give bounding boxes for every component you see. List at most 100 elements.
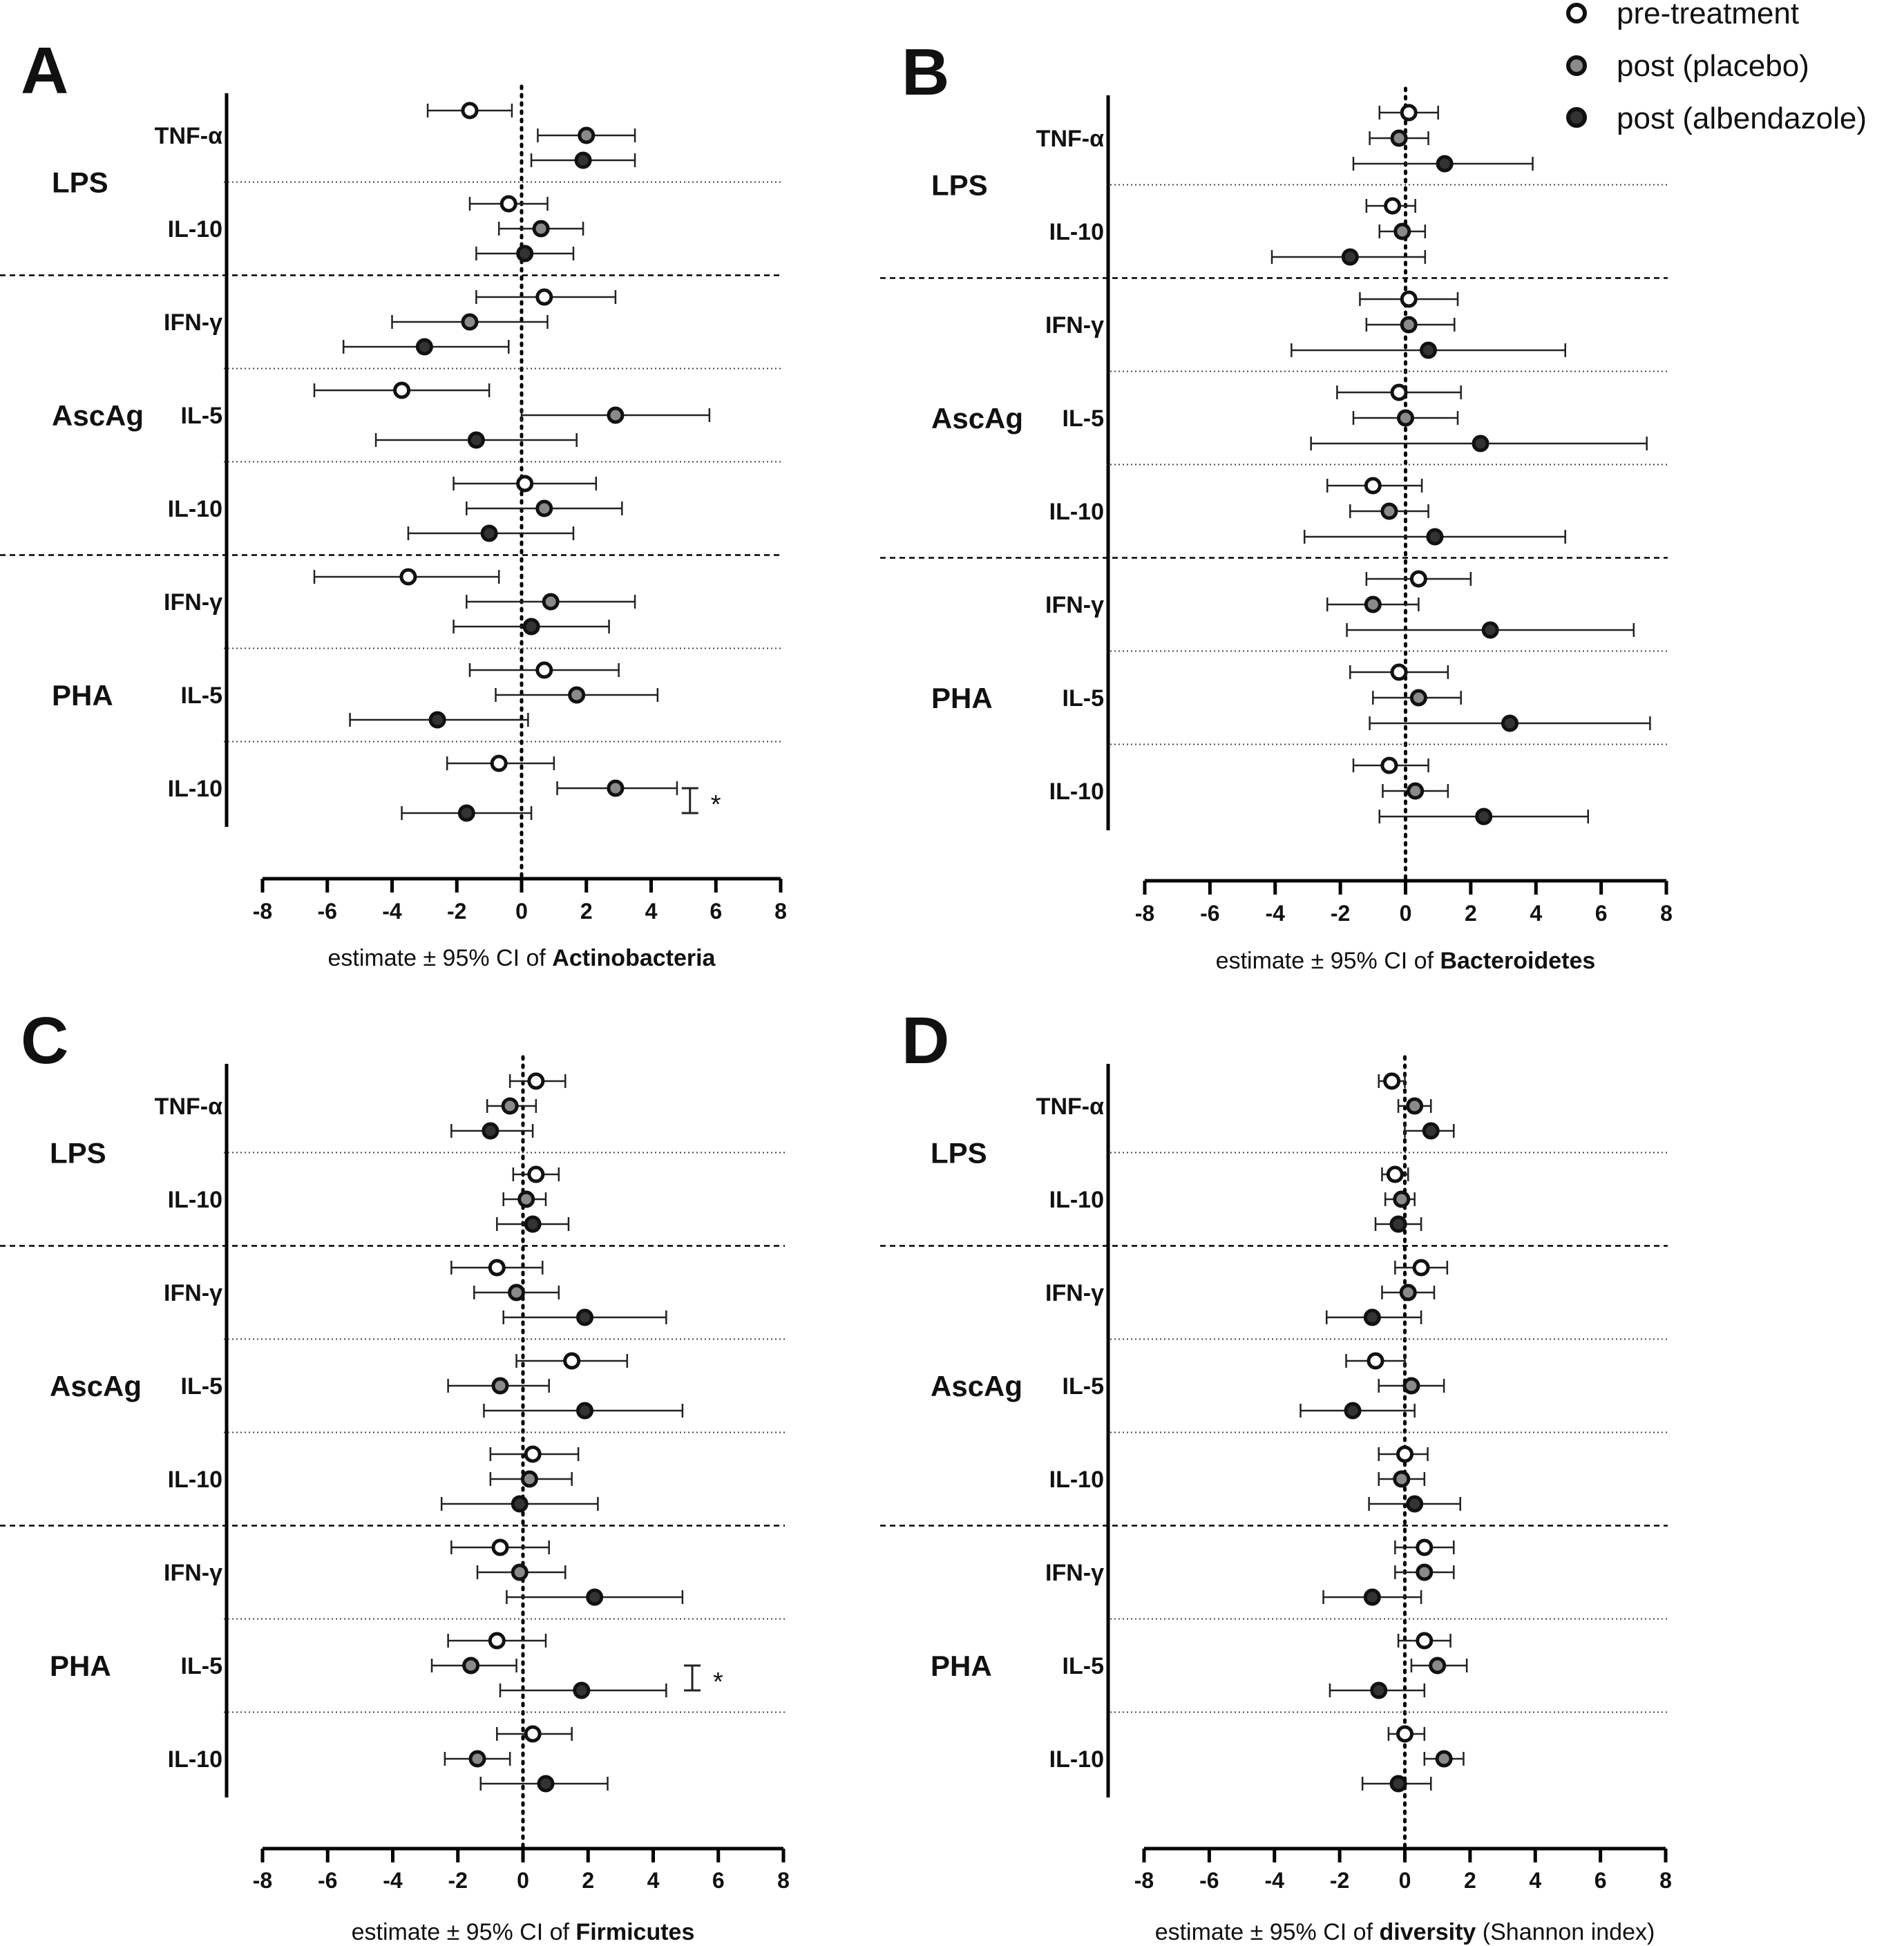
estimate-point-pre-treatment [1416, 1538, 1434, 1556]
estimate-point-post-placebo [1407, 782, 1425, 800]
legend-label-pre-treatment: pre-treatment [1617, 0, 1799, 30]
cytokine-label: IL-10 [1049, 1746, 1104, 1773]
estimate-point-post-placebo [468, 1750, 486, 1768]
estimate-point-pre-treatment [1396, 1725, 1413, 1743]
x-tick-label: 0 [515, 899, 528, 924]
estimate-point-post-placebo [517, 1190, 535, 1208]
estimate-point-post-placebo [1393, 1470, 1411, 1488]
estimate-point-post-placebo [1429, 1657, 1447, 1675]
estimate-point-post-placebo [607, 406, 625, 424]
estimate-point-post-albendazole [482, 1122, 499, 1140]
estimate-point-post-albendazole [522, 618, 540, 636]
estimate-point-post-placebo [1380, 502, 1398, 520]
estimate-point-pre-treatment [563, 1352, 581, 1370]
stimulus-label: PHA [52, 679, 113, 712]
estimate-point-post-placebo [1400, 316, 1418, 334]
estimate-point-pre-treatment [1409, 570, 1427, 588]
cytokine-label: IFN-γ [1045, 312, 1104, 338]
x-axis-title-taxon: Firmicutes [575, 1919, 694, 1945]
x-tick-label: -6 [318, 1868, 337, 1893]
estimate-point-post-placebo [508, 1284, 526, 1301]
estimate-point-post-albendazole [586, 1588, 604, 1606]
estimate-point-pre-treatment [1384, 197, 1402, 215]
estimate-point-post-placebo [568, 686, 586, 704]
estimate-point-post-albendazole [480, 524, 498, 542]
estimate-point-pre-treatment [490, 754, 508, 772]
cytokine-label: IFN-γ [164, 1560, 222, 1586]
estimate-point-pre-treatment [524, 1725, 542, 1743]
x-tick-label: -6 [318, 899, 337, 924]
x-tick-label: -2 [1331, 901, 1350, 926]
x-tick-label: -8 [253, 1868, 272, 1893]
estimate-point-pre-treatment [1390, 383, 1408, 401]
estimate-point-post-placebo [1393, 222, 1411, 240]
legend-item-pre-treatment: pre-treatment [1566, 0, 1799, 30]
cytokine-label: IL-10 [1049, 1187, 1104, 1213]
cytokine-label: IL-5 [1063, 685, 1104, 712]
estimate-point-post-albendazole [1344, 1402, 1362, 1420]
x-axis-title-prefix: estimate ± 95% CI of [352, 1919, 576, 1945]
estimate-point-post-placebo [1393, 1190, 1411, 1208]
estimate-point-post-albendazole [1363, 1308, 1381, 1326]
x-tick-label: 8 [777, 1868, 790, 1893]
estimate-point-pre-treatment [1364, 477, 1382, 495]
cytokine-label: IL-5 [1063, 1373, 1104, 1400]
estimate-point-pre-treatment [1396, 1445, 1413, 1463]
cytokine-label: IL-10 [168, 1187, 222, 1213]
cytokine-label: IL-5 [181, 683, 222, 709]
legend-marker-post-albendazole [1566, 107, 1587, 128]
estimate-point-post-placebo [1399, 1284, 1417, 1301]
cytokine-label: TNF-α [155, 123, 222, 149]
panel-letter: A [21, 34, 68, 108]
estimate-point-pre-treatment [524, 1445, 542, 1463]
estimate-point-pre-treatment [1386, 1165, 1404, 1183]
x-tick-label: -4 [383, 1868, 403, 1893]
estimate-point-post-albendazole [1370, 1681, 1388, 1699]
cytokine-label: TNF-α [1036, 1094, 1104, 1120]
estimate-point-post-placebo [532, 220, 550, 238]
estimate-point-pre-treatment [1400, 290, 1418, 308]
stimulus-label: LPS [931, 169, 988, 202]
x-tick-label: -6 [1200, 901, 1219, 926]
cytokine-label: IFN-γ [1045, 592, 1104, 618]
estimate-point-post-albendazole [524, 1215, 542, 1233]
stimulus-label: AscAg [50, 1370, 142, 1402]
x-axis-title-suffix: (Shannon index) [1476, 1919, 1655, 1945]
panel-b: B TNF-α IL-10 LPS IFN-γ IL-5 IL-10 AscAg IFN-γ IL… [880, 35, 1673, 974]
x-tick-label: -4 [382, 899, 402, 924]
x-tick-label: 4 [645, 899, 658, 924]
estimate-point-pre-treatment [535, 288, 553, 306]
estimate-point-pre-treatment [1367, 1352, 1384, 1370]
cytokine-label: IFN-γ [1045, 1560, 1104, 1586]
panel-d: D TNF-α IL-10 LPS IFN-γ IL-5 IL-10 AscAg IFN-γ IL… [880, 1004, 1672, 1945]
estimate-point-pre-treatment [1383, 1072, 1401, 1090]
legend-marker-pre-treatment [1566, 3, 1587, 23]
estimate-point-post-albendazole [1472, 435, 1489, 452]
cytokine-label: IL-10 [168, 1467, 222, 1493]
estimate-point-pre-treatment [488, 1632, 506, 1650]
cytokine-label: IL-5 [181, 403, 222, 429]
estimate-point-post-placebo [491, 1377, 509, 1395]
cytokine-label: IL-5 [181, 1373, 222, 1400]
estimate-point-post-placebo [535, 499, 553, 517]
estimate-point-post-albendazole [576, 1308, 594, 1326]
estimate-point-post-placebo [501, 1097, 519, 1115]
x-axis-title: estimate ± 95% CI of diversity (Shannon … [1155, 1919, 1655, 1945]
x-tick-label: 4 [1529, 1868, 1541, 1893]
legend-label-post-placebo: post (placebo) [1617, 49, 1809, 83]
cytokine-label: IL-10 [1049, 779, 1104, 805]
x-tick-label: -6 [1199, 1868, 1219, 1893]
cytokine-label: IL-5 [1063, 406, 1104, 432]
x-tick-label: -4 [1265, 1868, 1285, 1893]
cytokine-label: TNF-α [155, 1094, 222, 1120]
estimate-point-post-albendazole [1341, 248, 1359, 266]
estimate-point-post-placebo [1409, 689, 1427, 707]
estimate-point-pre-treatment [399, 568, 417, 586]
x-axis-title: estimate ± 95% CI of Bacteroidetes [1216, 948, 1596, 974]
estimate-point-pre-treatment [1400, 104, 1418, 122]
cytokine-label: IL-10 [1049, 219, 1104, 245]
estimate-point-post-placebo [1364, 595, 1382, 613]
legend-item-post-placebo: post (placebo) [1566, 49, 1809, 83]
x-tick-label: 4 [1530, 901, 1542, 926]
estimate-point-pre-treatment [527, 1072, 545, 1090]
